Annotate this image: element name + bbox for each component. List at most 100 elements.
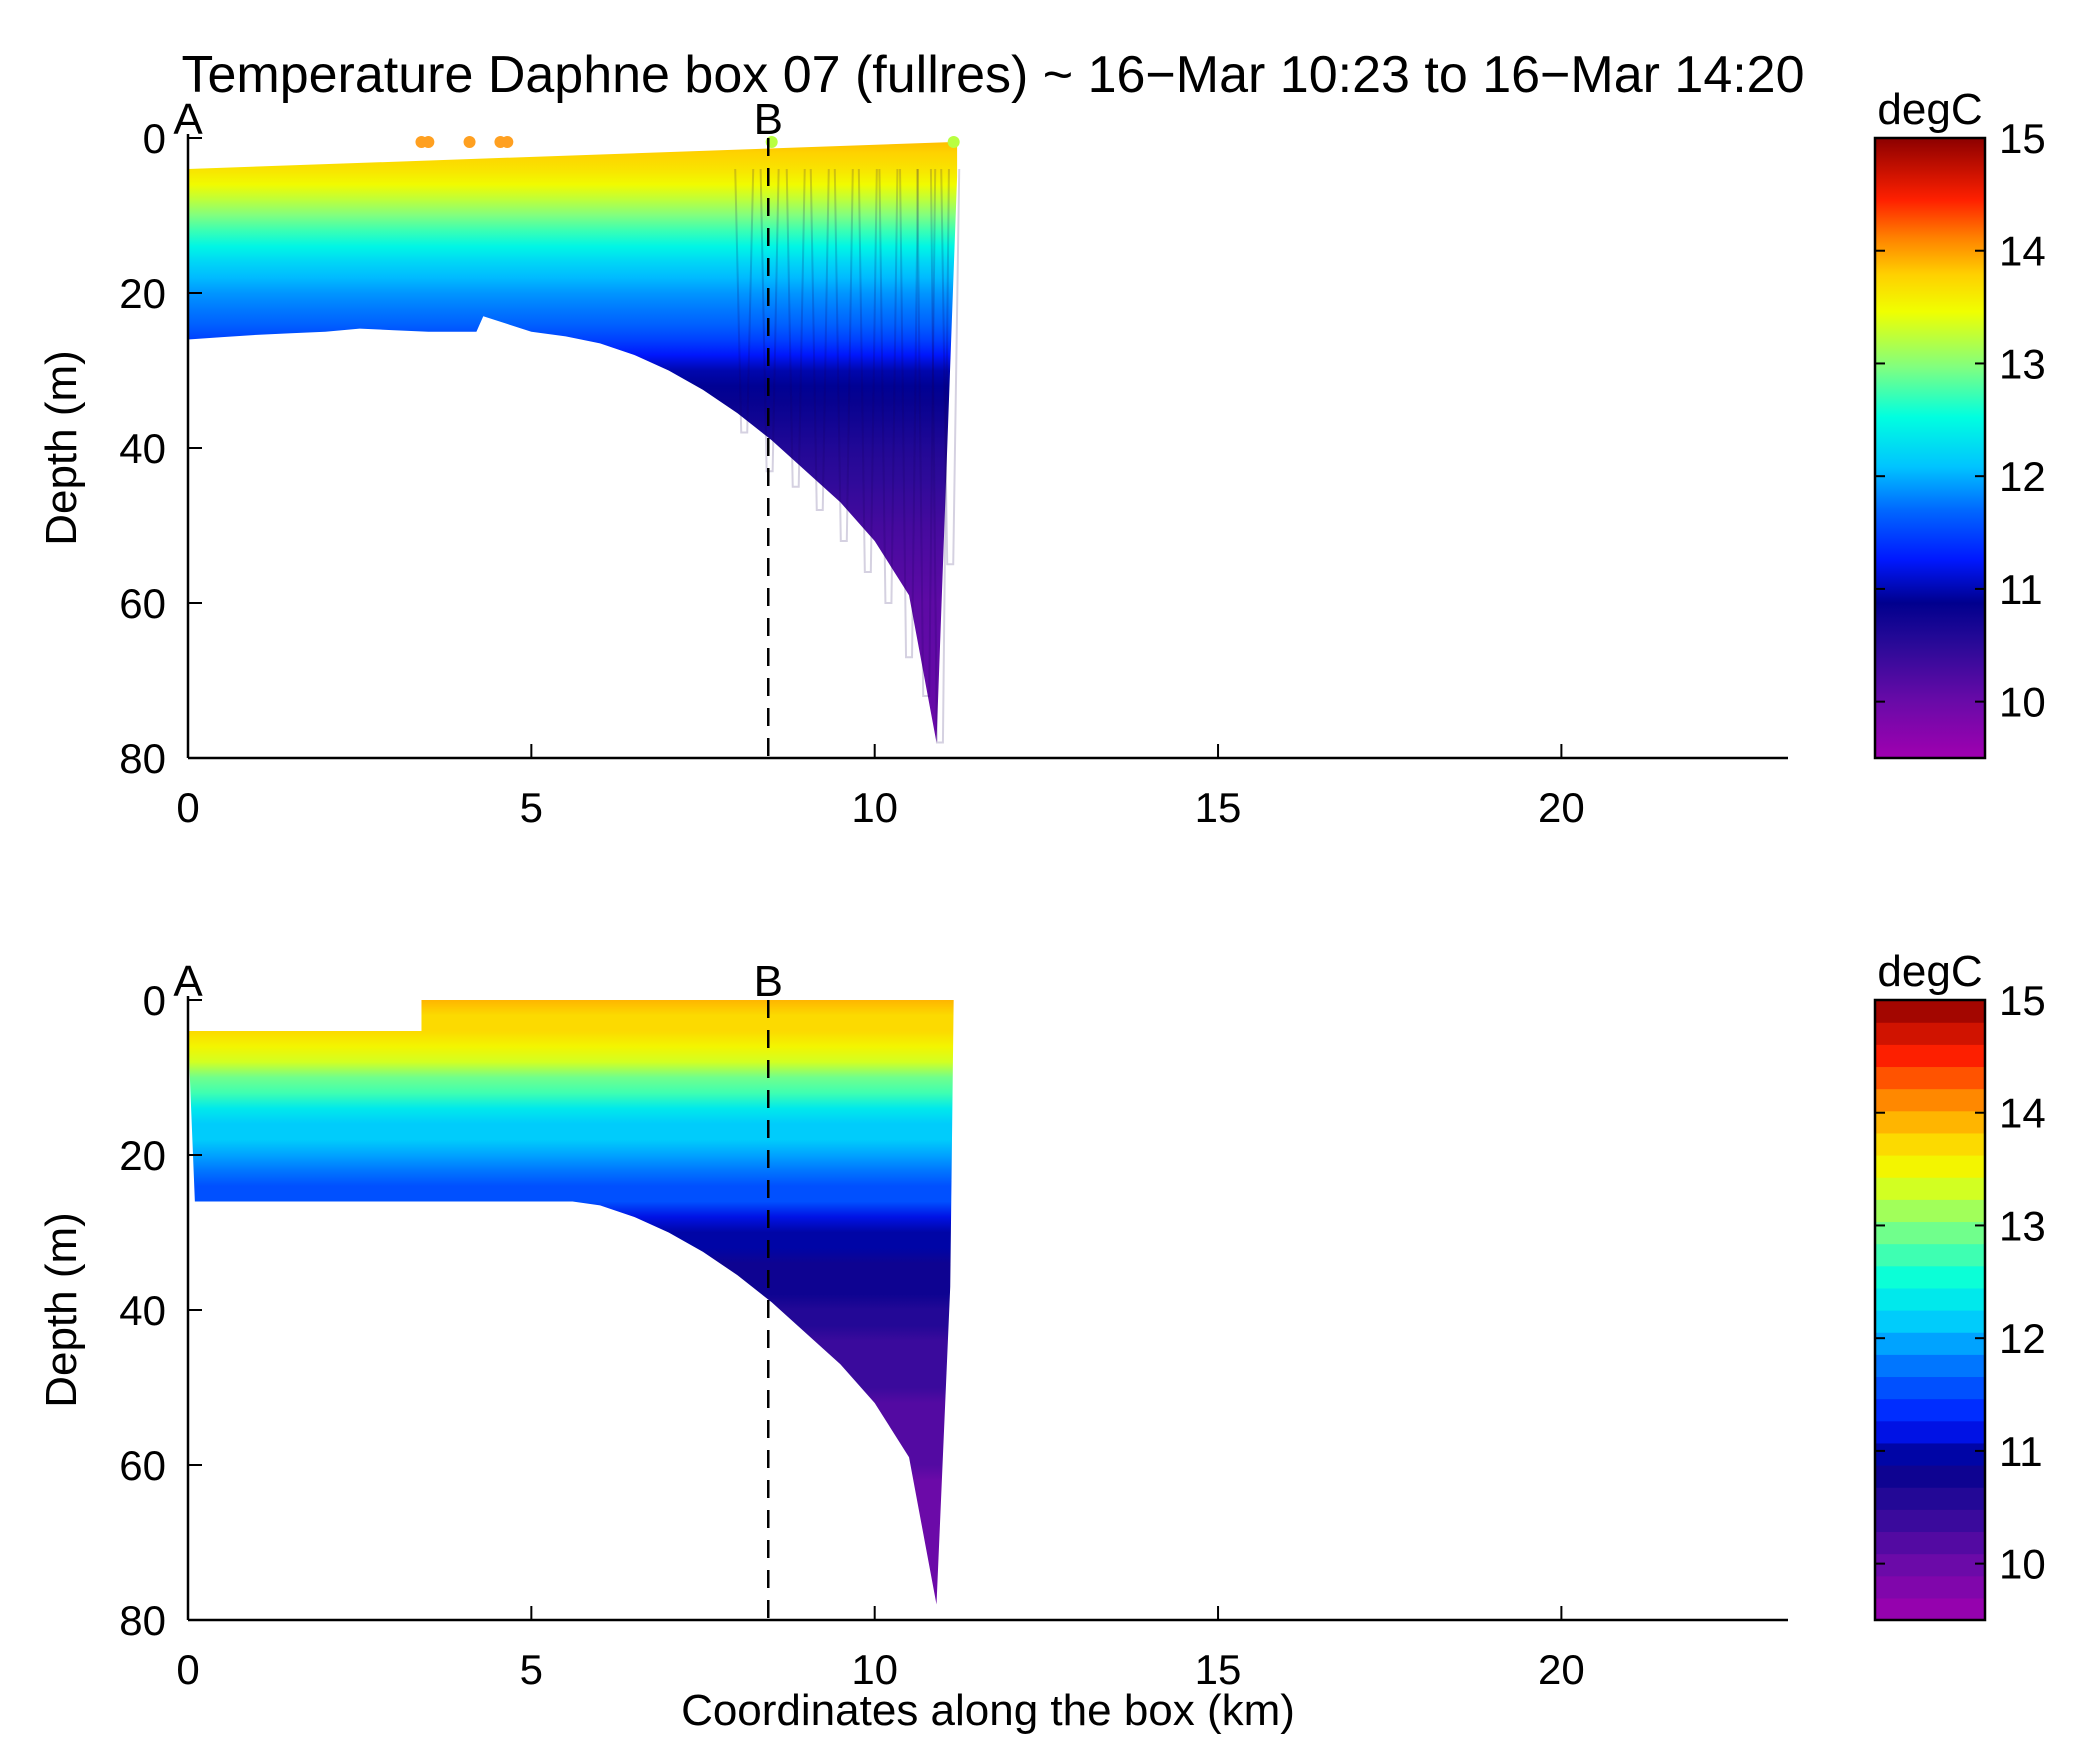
colorbar-level: [1875, 1066, 1985, 1090]
x-tick-label-bottom: 10: [851, 1646, 898, 1693]
plot-area-top: [188, 136, 961, 744]
marker-label-b: B: [754, 95, 783, 144]
surface-point: [947, 136, 960, 148]
y-tick-label-bottom: 0: [143, 977, 166, 1024]
x-tick-label-bottom: 20: [1538, 1646, 1585, 1693]
marker-label-a: A: [173, 95, 203, 144]
colorbar-level: [1875, 1509, 1985, 1533]
y-tick-label-top: 80: [119, 735, 166, 782]
colorbar-level: [1875, 1575, 1985, 1599]
colorbar-level: [1875, 1376, 1985, 1400]
temperature-contour: [188, 1000, 954, 1605]
colorbar-tick-label: 14: [1999, 1090, 2046, 1137]
y-tick-label-top: 60: [119, 580, 166, 627]
colorbar-level: [1875, 1487, 1985, 1510]
colorbar-level: [1875, 1310, 1985, 1333]
cast-profiles: [734, 168, 961, 744]
x-tick-label-top: 5: [520, 784, 543, 831]
colorbar-level: [1875, 1465, 1985, 1488]
y-tick-label-bottom: 40: [119, 1287, 166, 1334]
colorbar-tick-label: 13: [1999, 340, 2046, 387]
colorbar-level: [1875, 1265, 1985, 1289]
temperature-dots: [188, 141, 958, 743]
marker-label-a: A: [173, 957, 203, 1006]
cast-profile: [899, 168, 920, 659]
cast-profile: [809, 168, 830, 511]
colorbar-level: [1875, 1287, 1985, 1311]
y-tick-label-bottom: 20: [119, 1132, 166, 1179]
colorbar-tick-label: 13: [1999, 1202, 2046, 1249]
colorbar-level: [1875, 1022, 1985, 1045]
colorbar-level: [1875, 1110, 1985, 1134]
colorbar-level: [1875, 1442, 1985, 1466]
colorbar-level: [1875, 1420, 1985, 1444]
colorbar-tick-label: 12: [1999, 453, 2046, 500]
plot-area-bottom: [188, 1000, 954, 1605]
colorbar-level: [1875, 1088, 1985, 1112]
colorbar-bottom: 10 11 12 13 14 15 degC: [1873, 947, 2046, 1622]
colorbar-frame: [1873, 998, 1987, 1622]
y-axis-label-bottom: Depth (m): [37, 1212, 86, 1408]
y-axis-label-top: Depth (m): [37, 350, 86, 546]
colorbar-level: [1875, 1553, 1985, 1577]
x-tick-label-bottom: 5: [520, 1646, 543, 1693]
x-tick-label-top: 15: [1195, 784, 1242, 831]
colorbar-tick-label: 11: [1999, 1428, 2043, 1475]
colorbar-level: [1875, 1199, 1985, 1223]
x-axis-label: Coordinates along the box (km): [681, 1686, 1295, 1735]
cast-profile: [833, 168, 854, 542]
colorbar-label: degC: [1877, 947, 1982, 996]
colorbar-tick-label: 10: [1999, 1541, 2046, 1588]
surface-points: [415, 136, 960, 148]
colorbar-level: [1875, 1000, 1985, 1023]
cast-profile: [734, 168, 755, 434]
cast-profile: [916, 168, 937, 697]
x-tick-label-bottom: 0: [176, 1646, 199, 1693]
cast-profile: [857, 168, 878, 573]
colorbar-gradient: [1875, 138, 1985, 758]
colorbar-level: [1875, 1531, 1985, 1555]
x-tick-label-top: 0: [176, 784, 199, 831]
marker-label-b: B: [754, 957, 783, 1006]
figure-title: Temperature Daphne box 07 (fullres) ~ 16…: [181, 46, 1804, 104]
colorbar-tick-label: 11: [1999, 566, 2043, 613]
colorbar-tick-label: 15: [1999, 977, 2046, 1024]
cast-profile: [878, 168, 899, 604]
colorbar-level: [1875, 1354, 1985, 1378]
y-tick-label-bottom: 80: [119, 1597, 166, 1644]
y-tick-label-top: 40: [119, 425, 166, 472]
colorbar-level: [1875, 1597, 1985, 1621]
y-tick-label-top: 20: [119, 270, 166, 317]
cast-profile: [940, 168, 961, 566]
colorbar-tick-label: 15: [1999, 115, 2046, 162]
colorbar-tick-label: 12: [1999, 1315, 2046, 1362]
colorbar-level: [1875, 1155, 1985, 1178]
colorbar-level: [1875, 1332, 1985, 1355]
colorbar-tick-label: 10: [1999, 679, 2046, 726]
cast-profile: [759, 168, 780, 473]
colorbar-frame: [1873, 136, 1987, 760]
colorbar-level: [1875, 1044, 1985, 1068]
colorbar-top: 10 11 12 13 14 15 degC: [1873, 85, 2046, 760]
y-tick-label-top: 0: [143, 115, 166, 162]
x-tick-label-bottom: 15: [1195, 1646, 1242, 1693]
colorbar-label: degC: [1877, 85, 1982, 134]
surface-point: [501, 136, 514, 148]
colorbar-tick-label: 14: [1999, 228, 2046, 275]
colorbar-level: [1875, 1398, 1985, 1422]
colorbar-level: [1875, 1132, 1985, 1156]
surface-point: [422, 136, 435, 148]
colorbar-level: [1875, 1177, 1985, 1200]
cast-profile: [929, 168, 950, 744]
cast-profile: [785, 168, 806, 488]
y-tick-label-bottom: 60: [119, 1442, 166, 1489]
x-tick-label-top: 20: [1538, 784, 1585, 831]
surface-point: [463, 136, 476, 148]
